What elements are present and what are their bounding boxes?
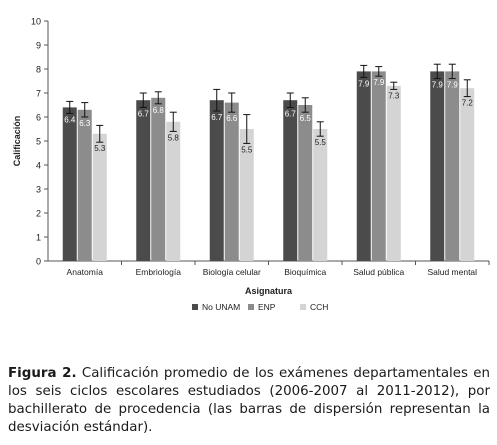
- x-tick-label: Bioquímica: [284, 267, 326, 277]
- data-label-0-1: 6.3: [79, 119, 91, 128]
- y-tick-label: 7: [36, 89, 41, 99]
- bar-1-2: [166, 121, 181, 261]
- y-tick-label: 9: [36, 41, 41, 51]
- data-label-5-2: 7.2: [462, 99, 474, 108]
- legend-label-0: No UNAM: [202, 302, 240, 312]
- y-tick-label: 0: [36, 257, 41, 267]
- legend-swatch-0: [192, 304, 198, 310]
- legend-label-1: ENP: [258, 302, 276, 312]
- data-label-3-2: 5.5: [315, 138, 327, 147]
- y-axis-label: Calificación: [12, 116, 22, 167]
- bar-chart-svg: 0 1 2 3 4 5 6 7 8 9 10 Calificación 6.4 6.3 5.3 Anatomí…: [12, 17, 490, 312]
- y-tick-label: 8: [36, 65, 41, 75]
- data-label-1-2: 5.8: [168, 133, 180, 142]
- data-label-2-0: 6.7: [211, 113, 223, 122]
- y-tick-label: 5: [36, 137, 41, 147]
- x-tick-label: Anatomía: [67, 267, 104, 277]
- bar-2-1: [224, 102, 239, 261]
- data-label-0-0: 6.4: [64, 115, 76, 124]
- bar-0-0: [62, 107, 77, 262]
- data-label-5-0: 7.9: [432, 81, 444, 90]
- bar-5-0: [430, 71, 445, 262]
- bar-2-2: [239, 129, 254, 261]
- bar-3-1: [298, 105, 313, 261]
- x-tick-label: Salud pública: [353, 267, 404, 277]
- legend-swatch-2: [300, 304, 306, 310]
- y-tick-label: 2: [36, 209, 41, 219]
- legend-swatch-1: [248, 304, 254, 310]
- data-label-3-0: 6.7: [285, 109, 297, 118]
- bar-1-1: [151, 97, 166, 261]
- bar-4-0: [356, 71, 371, 262]
- figure-caption-text: Calificación promedio de los exámenes de…: [8, 366, 490, 436]
- bar-2-0: [209, 100, 224, 261]
- bar-5-2: [460, 88, 475, 261]
- y-tick-label: 4: [36, 161, 41, 171]
- bar-3-0: [283, 100, 298, 261]
- y-tick-label: 10: [31, 17, 41, 27]
- bar-5-1: [445, 71, 460, 262]
- data-label-3-1: 6.5: [300, 114, 312, 123]
- data-label-2-1: 6.6: [226, 114, 238, 123]
- bar-4-1: [371, 71, 386, 262]
- figure-caption-label: Figura 2.: [8, 366, 77, 382]
- bar-0-1: [77, 109, 92, 261]
- data-label-2-2: 5.5: [241, 145, 253, 154]
- bar-0-2: [92, 133, 107, 261]
- bar-1-0: [136, 100, 151, 261]
- y-tick-label: 1: [36, 233, 41, 243]
- data-label-4-0: 7.9: [358, 79, 370, 88]
- chart: 0 1 2 3 4 5 6 7 8 9 10 Calificación 6.4 6.3 5.3 Anatomí…: [12, 17, 490, 312]
- x-tick-label: Salud mental: [427, 267, 477, 277]
- bar-4-2: [386, 85, 401, 261]
- data-label-1-1: 6.8: [153, 106, 165, 115]
- y-tick-label: 3: [36, 185, 41, 195]
- x-axis-label: Asignatura: [245, 286, 293, 296]
- figure-caption: Figura 2. Calificación promedio de los e…: [8, 365, 490, 437]
- bar-3-2: [313, 129, 328, 261]
- x-tick-label: Biología celular: [203, 267, 261, 277]
- legend-label-2: CCH: [310, 302, 328, 312]
- data-label-4-2: 7.3: [388, 91, 400, 100]
- data-label-0-2: 5.3: [94, 144, 106, 153]
- data-label-1-0: 6.7: [138, 109, 150, 118]
- y-tick-label: 6: [36, 113, 41, 123]
- data-label-5-1: 7.9: [447, 81, 459, 90]
- data-label-4-1: 7.9: [373, 78, 385, 87]
- x-tick-label: Embriología: [136, 267, 182, 277]
